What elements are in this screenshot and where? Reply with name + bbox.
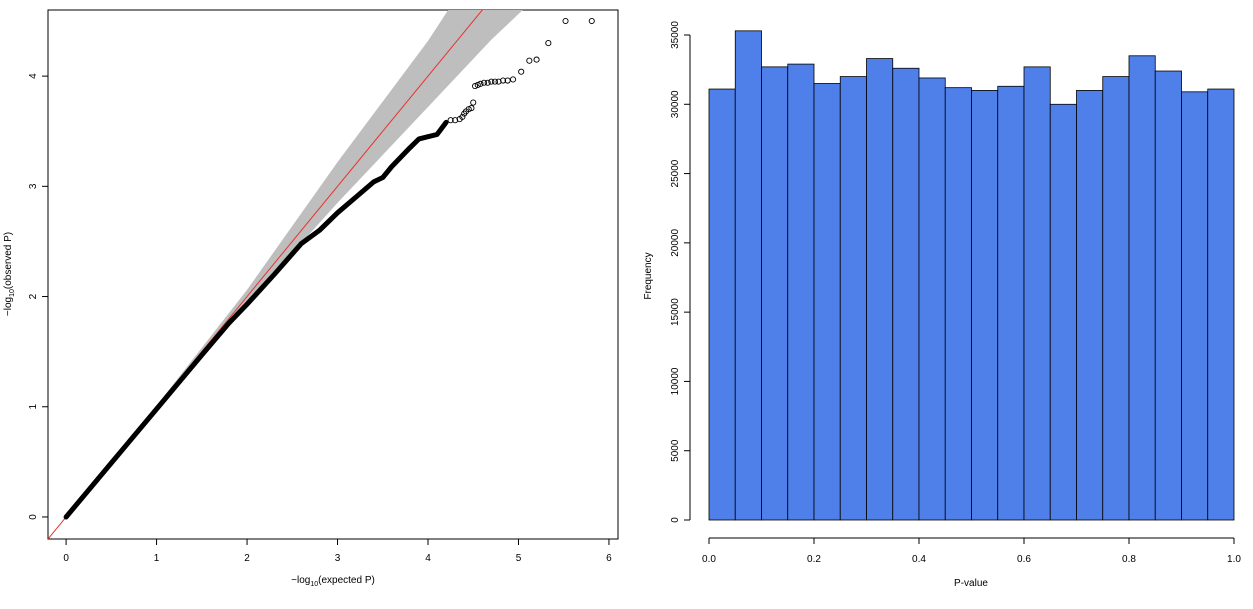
histogram-bar (1076, 90, 1104, 521)
qq-reference-line (48, 10, 483, 539)
qq-point (471, 82, 479, 90)
histogram-y-tick-label: 10000 (670, 367, 681, 395)
qq-point (588, 17, 595, 25)
qq-point (526, 57, 533, 64)
qq-point (533, 56, 540, 63)
histogram-bar (1102, 76, 1130, 521)
qq-y-axis: 0 1 2 3 4 (28, 73, 48, 520)
histogram-x-tick-label: 0.2 (807, 554, 821, 565)
qq-x-tick-label: 1 (154, 553, 160, 564)
histogram-bar (944, 87, 972, 521)
histogram-bar (1023, 66, 1051, 521)
qq-confidence-band (66, 10, 523, 517)
histogram-x-axis: 0.0 0.2 0.4 0.6 0.8 1.0 (702, 537, 1241, 565)
histogram-bar (708, 88, 736, 521)
histogram-bar (734, 30, 762, 521)
histogram-x-tick-label: 0.8 (1122, 554, 1136, 565)
qq-point (470, 99, 477, 106)
histogram-x-tick-label: 0.0 (702, 554, 716, 565)
qq-point (459, 113, 466, 120)
qq-x-axis: 0 1 2 3 4 5 6 (63, 539, 612, 564)
histogram-x-tick-label: 0.6 (1017, 554, 1031, 565)
qq-point (545, 40, 552, 47)
histogram-bar (997, 85, 1025, 521)
histogram-y-axis-label: Frequency (643, 252, 654, 299)
qq-point (452, 117, 459, 124)
qq-point (474, 81, 481, 88)
qq-point (484, 79, 491, 86)
histogram-bars-layer (708, 30, 1235, 521)
qq-confidence-band-layer (66, 10, 523, 517)
histogram-bar (918, 77, 946, 521)
histogram-bar (892, 67, 920, 521)
histogram-x-tick-label: 1.0 (1227, 554, 1241, 565)
qq-y-tick-label: 3 (28, 183, 39, 189)
qq-point (477, 80, 484, 87)
qq-point (491, 78, 499, 85)
histogram-bar (813, 83, 841, 521)
qq-point (468, 105, 475, 112)
qq-point (488, 78, 495, 85)
qq-y-tick-label: 1 (28, 404, 39, 410)
qq-point (465, 106, 472, 113)
qq-plot-frame (47, 9, 619, 540)
histogram-bar (787, 63, 815, 521)
histogram-y-tick-label: 0 (670, 517, 681, 523)
qq-reference-line-layer (48, 10, 483, 539)
qq-x-tick-label: 3 (335, 553, 341, 564)
histogram-bar (1049, 103, 1077, 521)
histogram-x-axis-label: P-value (954, 578, 988, 589)
qq-x-axis-label: −log10(expected P) (291, 575, 375, 588)
qq-y-tick-label: 0 (28, 514, 39, 520)
qq-plot: 0 1 2 3 4 5 6 0 1 2 3 4 −log10(expected P) −log10(… (3, 9, 619, 588)
histogram-y-axis: 0 5000 10000 15000 20000 25000 30000 35000 (670, 21, 691, 523)
histogram-bar (761, 66, 789, 521)
qq-point (500, 77, 507, 84)
histogram-bar (866, 58, 894, 521)
qq-point (481, 79, 488, 86)
histogram-y-tick-label: 5000 (670, 439, 681, 462)
qq-y-axis-label: −log10(observed P) (3, 232, 16, 316)
qq-dense-points (63, 119, 449, 520)
histogram-bar (1128, 55, 1156, 521)
qq-x-tick-label: 4 (425, 553, 431, 564)
qq-y-tick-label: 2 (28, 293, 39, 299)
qq-x-tick-label: 6 (606, 553, 612, 564)
histogram-x-tick-label: 0.4 (912, 554, 926, 565)
histogram-bar (839, 76, 867, 521)
qq-y-tick-label: 4 (28, 73, 39, 79)
qq-point (495, 78, 502, 85)
qq-point (447, 117, 454, 124)
histogram-bar (1181, 91, 1209, 521)
qq-point (509, 76, 517, 83)
qq-point (518, 68, 525, 75)
histogram-bar (1207, 88, 1235, 521)
histogram-bar (1154, 70, 1182, 521)
histogram: 0.0 0.2 0.4 0.6 0.8 1.0 0 5000 10000 15000 20000 2… (643, 21, 1241, 589)
histogram-y-tick-label: 30000 (670, 90, 681, 118)
qq-point (562, 17, 569, 25)
histogram-bar (971, 90, 999, 521)
histogram-y-tick-label: 15000 (670, 298, 681, 326)
histogram-y-tick-label: 20000 (670, 229, 681, 257)
qq-x-tick-label: 0 (63, 553, 69, 564)
histogram-y-tick-label: 35000 (670, 21, 681, 49)
qq-x-tick-label: 2 (244, 553, 250, 564)
qq-x-tick-label: 5 (516, 553, 522, 564)
qq-points-layer (63, 17, 595, 520)
histogram-y-tick-label: 25000 (670, 159, 681, 187)
